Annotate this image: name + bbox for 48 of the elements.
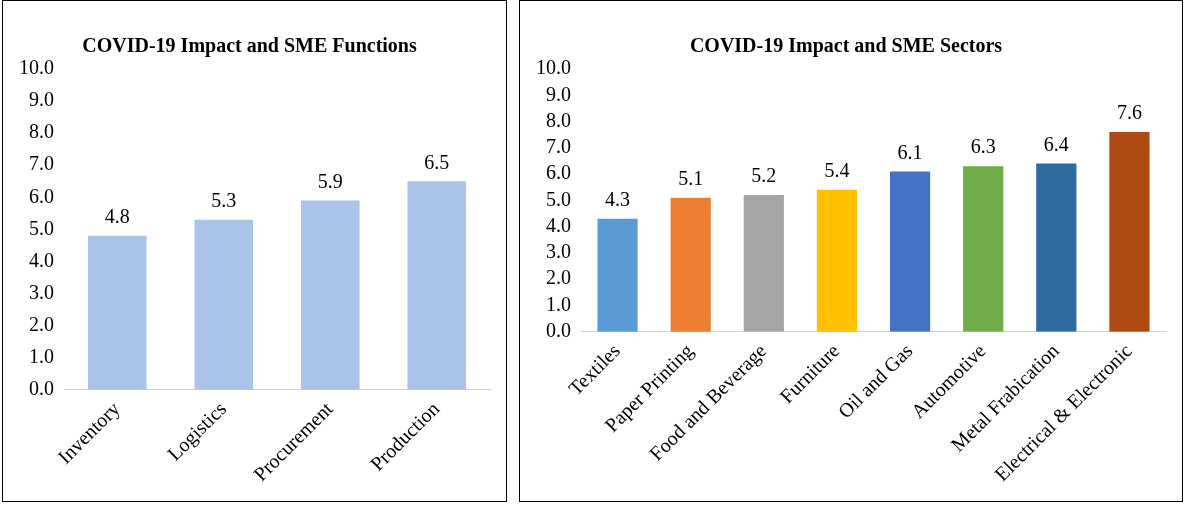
data-label: 5.1: [678, 166, 704, 189]
data-label: 6.5: [424, 150, 450, 173]
data-label: 6.4: [1043, 132, 1069, 155]
y-tick-label: 3.0: [546, 240, 571, 263]
y-tick-label: 4.0: [29, 248, 54, 271]
y-tick-label: 1.0: [29, 344, 54, 367]
chart-title: COVID-19 Impact and SME Functions: [82, 34, 417, 58]
data-label: 7.6: [1116, 101, 1142, 124]
y-tick-label: 6.0: [29, 184, 54, 207]
y-tick-label: 4.0: [546, 213, 571, 236]
data-label: 6.3: [970, 135, 996, 158]
data-label: 5.3: [211, 189, 237, 212]
y-tick-label: 9.0: [546, 82, 571, 105]
data-label: 5.9: [317, 169, 343, 192]
bar: [87, 235, 147, 390]
bar: [597, 218, 638, 332]
y-tick-label: 0.0: [546, 318, 571, 341]
y-tick-label: 8.0: [29, 120, 54, 143]
bar: [670, 197, 711, 332]
y-tick-label: 7.0: [29, 152, 54, 175]
bar: [816, 189, 858, 332]
y-tick-label: 9.0: [29, 88, 54, 111]
y-tick-label: 5.0: [546, 187, 571, 210]
y-tick-label: 7.0: [546, 135, 571, 158]
data-label: 5.2: [751, 164, 777, 187]
data-label: 4.8: [104, 205, 130, 228]
bar: [407, 181, 467, 390]
bar: [743, 195, 784, 332]
bar: [1109, 132, 1150, 332]
y-tick-label: 3.0: [29, 280, 54, 303]
bar: [963, 166, 1004, 332]
y-tick-label: 2.0: [29, 312, 54, 335]
data-label: 6.1: [897, 140, 923, 163]
bar: [889, 171, 931, 332]
bar: [194, 219, 254, 390]
y-tick-label: 5.0: [29, 216, 54, 239]
data-label: 5.4: [824, 159, 850, 182]
y-tick-label: 2.0: [546, 266, 571, 289]
y-tick-label: 1.0: [546, 292, 571, 315]
y-tick-label: 6.0: [546, 161, 571, 184]
bar: [300, 200, 360, 390]
data-label: 4.3: [605, 187, 631, 210]
y-tick-label: 10.0: [536, 56, 571, 79]
y-tick-label: 10.0: [19, 56, 54, 79]
y-tick-label: 0.0: [29, 377, 54, 400]
bar: [1036, 163, 1077, 332]
chart-title: COVID-19 Impact and SME Sectors: [689, 34, 1003, 58]
y-tick-label: 8.0: [546, 108, 571, 131]
